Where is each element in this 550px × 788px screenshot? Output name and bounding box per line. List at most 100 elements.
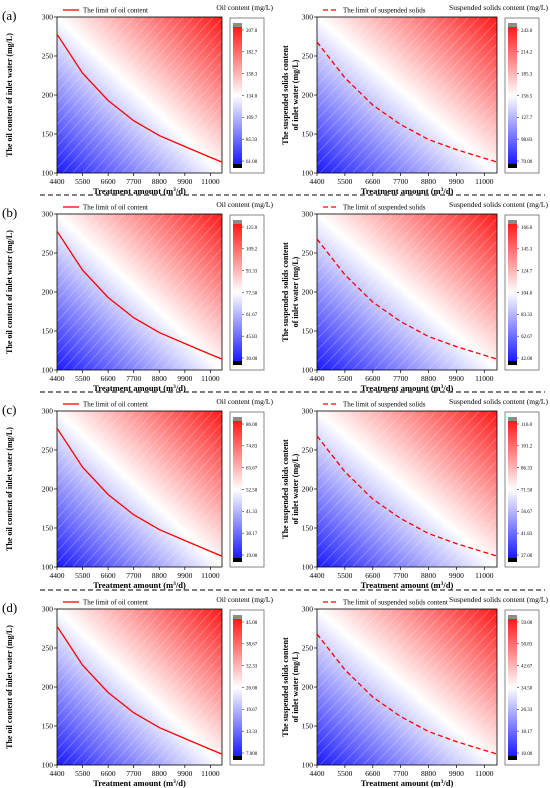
x-axis-unit-superscript: 3	[441, 384, 444, 390]
colorbar-title: Oil content (mg/L)	[216, 3, 273, 12]
contour-fill	[317, 609, 497, 765]
oil-content-chart: 4400 5500 6600 7700 8800 9900 11000 100 150 200 25…	[5, 397, 273, 590]
contour-line	[161, 499, 222, 567]
contour-line	[121, 258, 222, 370]
contour-line	[57, 609, 145, 706]
contour-line	[57, 17, 105, 71]
contour-line	[121, 455, 222, 567]
contour-line	[317, 609, 362, 656]
y-axis-label: The oil content of inlet water (mg/L)	[5, 230, 14, 354]
contour-line	[317, 609, 416, 712]
limit-curve	[56, 33, 223, 163]
contour-line	[171, 313, 222, 370]
x-axis-label-part: Treatment amount (m	[361, 580, 441, 590]
x-axis-label: Treatment amount (m3/d)	[93, 383, 186, 393]
colorbar-tick-label: 34.50	[521, 686, 533, 691]
contour-line	[319, 609, 470, 765]
contour-line	[317, 411, 448, 548]
contour-line	[57, 411, 115, 476]
x-tick-label: 8800	[421, 571, 436, 580]
contour-line	[449, 122, 497, 173]
contour-line	[317, 17, 427, 132]
contour-line	[438, 308, 497, 370]
x-axis-label-part: /d)	[175, 778, 186, 788]
colorbar-over-swatch	[233, 23, 242, 27]
colorbar-tick-label: 42.67	[521, 664, 533, 669]
contour-line	[351, 21, 497, 173]
y-tick-label: 100	[42, 761, 54, 770]
contour-line	[131, 664, 222, 765]
y-tick-label: 250	[302, 52, 314, 61]
colorbar-title: Oil content (mg/L)	[216, 595, 273, 604]
contour-line	[384, 646, 497, 765]
colorbar-over-swatch	[508, 23, 517, 27]
colorbar-tick-label: 185.3	[521, 72, 533, 77]
contour-line	[82, 215, 222, 370]
contour-line	[57, 411, 175, 541]
x-tick-label: 9900	[177, 769, 192, 778]
x-tick-label: 5500	[75, 177, 90, 186]
contour-line	[57, 17, 135, 104]
x-tick-label: 4400	[50, 177, 65, 186]
y-tick-label: 100	[302, 169, 314, 178]
x-tick-label: 9900	[449, 374, 464, 383]
y-tick-label: 150	[302, 327, 314, 336]
y-tick-label: 200	[42, 91, 54, 100]
x-tick-label: 6600	[101, 769, 116, 778]
y-tick-label: 150	[302, 130, 314, 139]
x-tick-label: 8800	[152, 374, 167, 383]
colorbar-under-swatch	[508, 558, 517, 562]
y-tick-label: 150	[302, 722, 314, 731]
y-tick-label: 100	[42, 563, 54, 572]
contour-line	[351, 613, 497, 765]
y-tick-label: 200	[302, 91, 314, 100]
contour-line	[362, 624, 497, 765]
colorbar-gradient-bar	[233, 619, 242, 756]
panel-label: (c)	[2, 402, 16, 417]
contour-line	[57, 17, 175, 147]
x-tick-label: 11000	[201, 177, 220, 186]
oil-content-chart: 4400 5500 6600 7700 8800 9900 11000 100 150 200 25…	[5, 200, 273, 393]
legend-label: The limit of suspended solids	[343, 7, 426, 15]
colorbar-under-swatch	[508, 164, 517, 168]
colorbar-tick-label: 59.00	[521, 621, 533, 626]
x-tick-label: 11000	[201, 374, 220, 383]
contour-lines	[317, 609, 497, 765]
contour-line	[317, 214, 373, 272]
x-axis-label-part: Treatment amount (m	[93, 778, 173, 788]
x-tick-label: 6600	[101, 374, 116, 383]
limit-curve	[316, 238, 498, 360]
x-axis-label-part: Treatment amount (m	[361, 778, 441, 788]
contour-line	[459, 134, 497, 173]
contour-line	[427, 494, 497, 567]
contour-line	[57, 609, 115, 674]
contour-line	[131, 269, 222, 370]
contour-lines	[57, 214, 222, 370]
x-tick-label: 4400	[310, 177, 325, 186]
x-tick-label: 4400	[50, 374, 65, 383]
x-tick-label: 8800	[152, 177, 167, 186]
contour-line	[317, 411, 427, 526]
colorbar-tick-label: 61.67	[246, 313, 258, 318]
contour-line	[317, 411, 362, 458]
colorbar-tick-label: 158.3	[246, 72, 258, 77]
colorbar-tick-label: 26.00	[246, 686, 258, 691]
x-tick-label: 5500	[337, 769, 352, 778]
contour-line	[459, 726, 497, 765]
contour-line	[317, 214, 448, 351]
colorbar-over-swatch	[508, 615, 517, 619]
x-axis-label-part: Treatment amount (m	[93, 580, 173, 590]
contour-line	[317, 17, 416, 120]
legend-label: The limit of oil content	[83, 7, 148, 15]
contour-line	[405, 471, 497, 567]
y-axis-label: of inlet water (mg/L)	[291, 256, 300, 327]
contour-line	[57, 17, 115, 82]
x-axis-label-part: Treatment amount (m	[361, 186, 441, 196]
contour-line	[405, 274, 497, 370]
colorbar-tick-label: 214.2	[521, 51, 533, 56]
contour-line	[384, 251, 497, 370]
oil-content-chart: 4400 5500 6600 7700 8800 9900 11000 100 150 200 25…	[5, 3, 273, 196]
colorbar-tick-label: 145.3	[521, 248, 533, 253]
colorbar-tick-label: 71.50	[521, 488, 533, 493]
y-tick-label: 250	[302, 249, 314, 258]
